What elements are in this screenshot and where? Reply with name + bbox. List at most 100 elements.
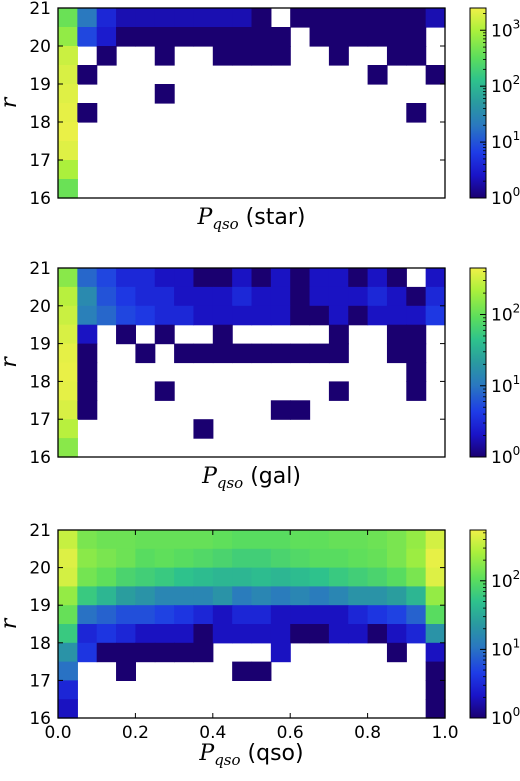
heatmap-cell [96, 567, 117, 587]
y-tick-label: 18 [29, 113, 51, 133]
heatmap-cell [116, 661, 136, 681]
heatmap-cell [348, 586, 369, 606]
plot-frame [57, 529, 446, 719]
heatmap-cell [77, 624, 98, 644]
heatmap-cell [367, 8, 388, 28]
heatmap-cell [425, 680, 446, 700]
heatmap-cell [309, 305, 330, 326]
y-tick-label: 16 [29, 709, 51, 729]
heatmap-cell [251, 624, 272, 644]
heatmap-cell [174, 624, 195, 644]
y-tick-label: 18 [29, 634, 51, 654]
heatmap-cell [193, 286, 214, 307]
heatmap-cell [193, 8, 214, 28]
heatmap-cell [174, 567, 195, 587]
y-tick-label: 20 [29, 559, 51, 579]
heatmap-cell [212, 530, 233, 550]
heatmap-cell [290, 343, 311, 364]
heatmap-cell [232, 268, 253, 288]
heatmap-cell [251, 586, 272, 606]
heatmap-cell [232, 8, 253, 28]
heatmap-cell [328, 46, 349, 66]
heatmap-cell [406, 381, 427, 401]
heatmap-cell [77, 605, 98, 625]
y-tick-label: 17 [29, 151, 51, 171]
heatmap-cell [290, 586, 311, 606]
heatmap-cell [58, 305, 78, 326]
heatmap-cell [193, 586, 214, 606]
colorbar-tick-label: 101 [491, 129, 520, 153]
heatmap-cell [77, 548, 98, 569]
heatmap-cell [425, 586, 446, 606]
heatmap-cells [58, 8, 446, 199]
heatmap-cell [309, 548, 330, 569]
heatmap-cell [251, 27, 272, 47]
y-axis-label: r [0, 96, 22, 108]
heatmap-cell [193, 605, 214, 625]
heatmap-cell [135, 305, 156, 326]
heatmap-cell [425, 305, 446, 326]
heatmap-cell [193, 27, 214, 47]
heatmap-cell [96, 548, 117, 569]
heatmap-cell [309, 586, 330, 606]
heatmap-cell [251, 530, 272, 550]
heatmap-cell [386, 286, 407, 307]
heatmap-cell [386, 8, 407, 28]
heatmap-cell [425, 605, 446, 625]
heatmap-cell [425, 65, 446, 85]
heatmap-cell [116, 27, 136, 47]
heatmap-cell [154, 46, 175, 66]
heatmap-cell [154, 605, 175, 625]
heatmap-cell [328, 624, 349, 644]
heatmap-cell [116, 548, 136, 569]
heatmap-cell [212, 8, 233, 28]
heatmap-cell [386, 624, 407, 644]
heatmap-cell [77, 642, 98, 663]
heatmap-cell [309, 605, 330, 625]
heatmap-cell [77, 305, 98, 326]
heatmap-cell [270, 46, 291, 66]
heatmap-cell [232, 605, 253, 625]
heatmap-cell [328, 27, 349, 47]
heatmap-cell [406, 324, 427, 345]
y-tick-label: 17 [29, 671, 51, 691]
heatmap-cell [406, 343, 427, 364]
heatmap-cell [348, 548, 369, 569]
heatmap-cell [154, 530, 175, 550]
heatmap-cell [367, 268, 388, 288]
heatmap-cell [154, 586, 175, 606]
heatmap-cell [425, 567, 446, 587]
heatmap-cell [406, 605, 427, 625]
heatmap-cell [96, 530, 117, 550]
heatmap-cell [348, 567, 369, 587]
x-tick-label: 1.0 [431, 723, 458, 743]
y-tick-label: 20 [29, 297, 51, 317]
heatmap-cell [135, 8, 156, 28]
y-tick-label: 21 [29, 0, 51, 19]
heatmap-cell [232, 548, 253, 569]
heatmap-cell [386, 567, 407, 587]
heatmap-cell [367, 586, 388, 606]
heatmap-cell [212, 548, 233, 569]
heatmap-cell [251, 305, 272, 326]
heatmap-cell [270, 642, 291, 663]
heatmap-cell [154, 381, 175, 401]
heatmap-cell [77, 27, 98, 47]
x-tick-label: 0.4 [199, 723, 226, 743]
heatmap-cell [212, 305, 233, 326]
heatmap-cell [251, 605, 272, 625]
heatmap-cell [290, 400, 311, 420]
heatmap-cell [58, 122, 78, 142]
colorbar-tick-label: 101 [491, 636, 520, 660]
heatmap-cell [232, 586, 253, 606]
heatmap-cell [348, 624, 369, 644]
heatmap-cell [367, 548, 388, 569]
colorbar-tick-label: 100 [491, 185, 520, 209]
heatmap-cell [77, 586, 98, 606]
heatmap-cell [96, 624, 117, 644]
heatmap-cell [270, 530, 291, 550]
heatmap-cell [406, 305, 427, 326]
heatmap-cell [58, 324, 78, 345]
panel-3: 16 17 18 19 20 21 0.0 0.2 0.4 0.6 0.8 1.0 r Pqso (qso… [0, 521, 520, 769]
